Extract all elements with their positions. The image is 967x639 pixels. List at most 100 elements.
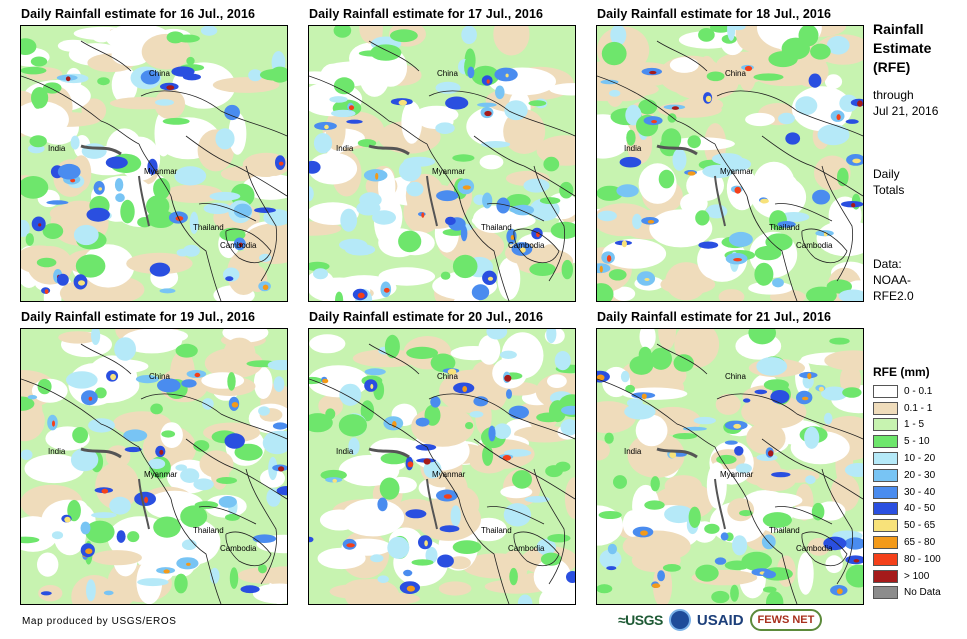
legend-swatch	[873, 401, 898, 415]
map-label-thailand: Thailand	[481, 223, 512, 232]
legend-label: 0 - 0.1	[904, 385, 933, 397]
map-label-cambodia: Cambodia	[220, 544, 257, 553]
data-source: Data: NOAA- RFE2.0	[873, 256, 914, 304]
legend-swatch	[873, 502, 898, 516]
map-label-india: India	[48, 447, 66, 456]
rainfall-map: China India Myanmar Thailand Cambodia	[308, 25, 576, 302]
legend-item: 40 - 50	[873, 501, 941, 518]
legend-item: 30 - 40	[873, 484, 941, 501]
map-label-thailand: Thailand	[193, 526, 224, 535]
map-label-thailand: Thailand	[769, 526, 800, 535]
legend-swatch	[873, 468, 898, 482]
map-label-china: China	[437, 69, 458, 78]
fews-net-logo: FEWS NET	[749, 609, 823, 631]
panel-title: Daily Rainfall estimate for 17 Jul., 201…	[309, 7, 544, 21]
legend-swatch	[873, 569, 898, 583]
rainfall-map-panel: Daily Rainfall estimate for 16 Jul., 201…	[20, 5, 310, 308]
usgs-logo: ≈USGS	[618, 612, 663, 628]
legend-swatch	[873, 418, 898, 432]
panel-title: Daily Rainfall estimate for 18 Jul., 201…	[597, 7, 832, 21]
rainfall-map-panel: Daily Rainfall estimate for 21 Jul., 201…	[596, 308, 886, 611]
map-label-china: China	[725, 69, 746, 78]
legend-swatch	[873, 536, 898, 550]
through-date: through Jul 21, 2016	[873, 87, 938, 119]
legend-swatch	[873, 485, 898, 499]
map-label-thailand: Thailand	[769, 223, 800, 232]
title-line3: (RFE)	[873, 59, 911, 75]
rainfall-map: China India Myanmar Thailand Cambodia	[20, 25, 288, 302]
legend-main-title: Rainfall Estimate (RFE)	[873, 20, 931, 77]
legend-label: 40 - 50	[904, 503, 936, 515]
legend-item: 20 - 30	[873, 467, 941, 484]
usaid-logo: USAID	[696, 611, 744, 629]
map-label-india: India	[336, 447, 354, 456]
map-label-cambodia: Cambodia	[220, 241, 257, 250]
data-source-1: NOAA-	[873, 273, 912, 287]
rfe-legend: RFE (mm) 0 - 0.1 0.1 - 1 1 - 5 5 - 10 10 - 2…	[873, 365, 941, 601]
legend-item: 50 - 65	[873, 517, 941, 534]
legend-label: No Data	[904, 587, 941, 599]
data-label: Data:	[873, 257, 902, 271]
map-label-myanmar: Myanmar	[432, 470, 466, 479]
legend-item: 0.1 - 1	[873, 400, 941, 417]
legend-label: 20 - 30	[904, 469, 936, 481]
daily-label: Daily	[873, 167, 900, 181]
legend-swatch	[873, 384, 898, 398]
legend-swatch	[873, 586, 898, 600]
map-label-india: India	[336, 144, 354, 153]
legend-swatch	[873, 552, 898, 566]
legend-item: 65 - 80	[873, 534, 941, 551]
legend-item: 1 - 5	[873, 417, 941, 434]
rainfall-map: China India Myanmar Thailand Cambodia	[308, 328, 576, 605]
map-label-myanmar: Myanmar	[144, 470, 178, 479]
legend-label: > 100	[904, 570, 930, 582]
map-label-india: India	[624, 447, 642, 456]
legend-label: 0.1 - 1	[904, 402, 933, 414]
legend-label: 50 - 65	[904, 520, 936, 532]
map-label-china: China	[149, 69, 170, 78]
rainfall-map-panel: Daily Rainfall estimate for 18 Jul., 201…	[596, 5, 886, 308]
legend-swatch	[873, 519, 898, 533]
panel-title: Daily Rainfall estimate for 21 Jul., 201…	[597, 310, 832, 324]
map-label-thailand: Thailand	[193, 223, 224, 232]
data-source-2: RFE2.0	[873, 289, 914, 303]
agency-logos: ≈USGS USAID FEWS NET	[618, 607, 823, 633]
daily-totals: Daily Totals	[873, 166, 904, 198]
legend-item: No Data	[873, 585, 941, 602]
map-label-cambodia: Cambodia	[796, 544, 833, 553]
legend-title: RFE (mm)	[873, 365, 930, 379]
title-line1: Rainfall	[873, 21, 924, 37]
legend-item: 80 - 100	[873, 551, 941, 568]
map-label-myanmar: Myanmar	[432, 167, 466, 176]
totals-label: Totals	[873, 183, 905, 197]
map-label-cambodia: Cambodia	[508, 241, 545, 250]
legend-item: > 100	[873, 568, 941, 585]
legend-item: 0 - 0.1	[873, 383, 941, 400]
rainfall-map: China India Myanmar Thailand Cambodia	[20, 328, 288, 605]
legend-label: 30 - 40	[904, 486, 936, 498]
map-label-china: China	[437, 372, 458, 381]
rainfall-map: China India Myanmar Thailand Cambodia	[596, 328, 864, 605]
legend-swatch	[873, 435, 898, 449]
legend-label: 80 - 100	[904, 553, 941, 565]
map-label-myanmar: Myanmar	[720, 167, 754, 176]
title-line2: Estimate	[873, 40, 932, 56]
legend-label: 5 - 10	[904, 436, 930, 448]
through-label: through	[873, 88, 914, 102]
map-label-myanmar: Myanmar	[720, 470, 754, 479]
panel-title: Daily Rainfall estimate for 19 Jul., 201…	[21, 310, 256, 324]
legend-label: 65 - 80	[904, 537, 936, 549]
legend-label: 10 - 20	[904, 453, 936, 465]
rainfall-map: China India Myanmar Thailand Cambodia	[596, 25, 864, 302]
rainfall-map-panel: Daily Rainfall estimate for 17 Jul., 201…	[308, 5, 598, 308]
map-label-china: China	[149, 372, 170, 381]
noaa-logo	[668, 609, 691, 631]
panel-title: Daily Rainfall estimate for 20 Jul., 201…	[309, 310, 544, 324]
legend-swatch	[873, 452, 898, 466]
panel-title: Daily Rainfall estimate for 16 Jul., 201…	[21, 7, 256, 21]
map-credit: Map produced by USGS/EROS	[22, 616, 177, 627]
legend-label: 1 - 5	[904, 419, 925, 431]
map-label-cambodia: Cambodia	[796, 241, 833, 250]
rainfall-map-panel: Daily Rainfall estimate for 19 Jul., 201…	[20, 308, 310, 611]
map-label-china: China	[725, 372, 746, 381]
